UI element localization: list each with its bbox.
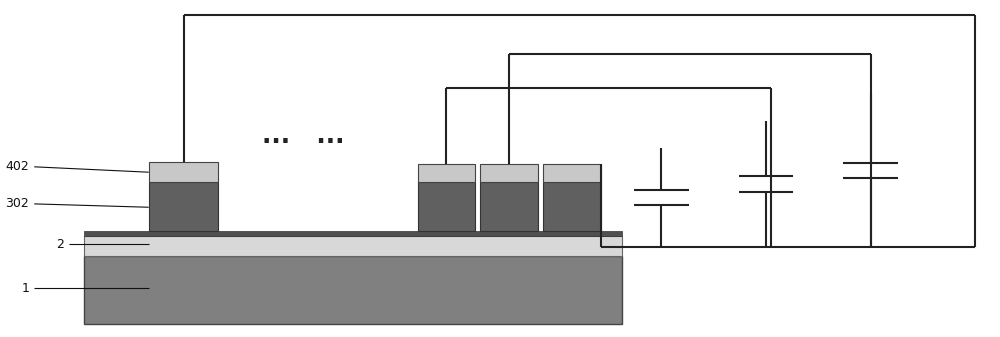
Bar [149, 162, 218, 182]
Bar [418, 182, 475, 231]
Text: 402: 402 [6, 160, 29, 173]
Bar [480, 164, 538, 182]
Bar [543, 164, 601, 182]
Bar [543, 182, 601, 231]
Bar [84, 256, 622, 324]
Bar [149, 182, 218, 231]
Text: 302: 302 [6, 197, 29, 210]
Bar [84, 236, 622, 256]
Bar [480, 182, 538, 231]
Bar [84, 231, 622, 236]
Bar [418, 164, 475, 182]
Text: 1: 1 [21, 282, 29, 295]
Text: 2: 2 [56, 238, 64, 251]
Text: ···   ···: ··· ··· [262, 129, 344, 154]
